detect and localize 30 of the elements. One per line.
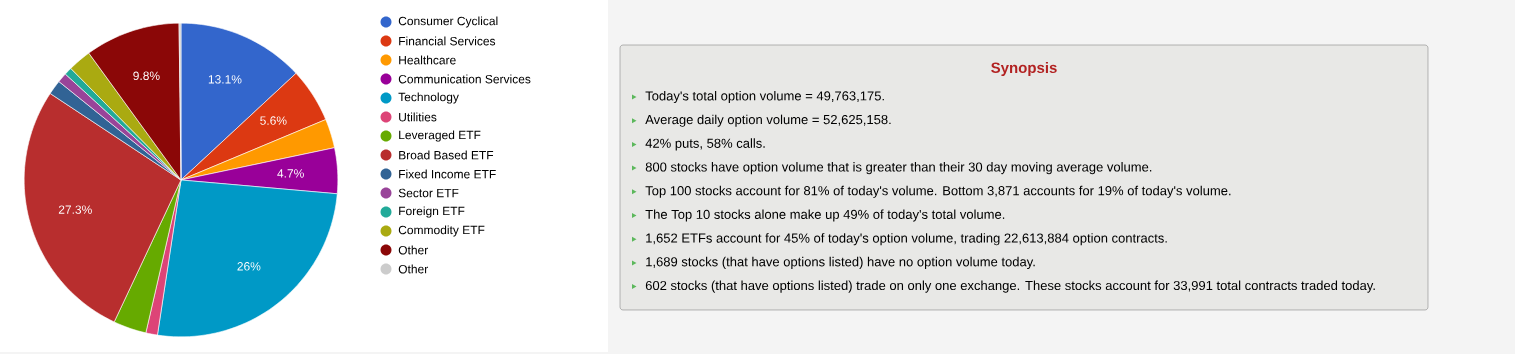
legend-label: Utilities bbox=[399, 112, 437, 122]
data-label: 4.7% bbox=[277, 169, 304, 178]
legend-label: Consumer Cyclical bbox=[398, 16, 498, 28]
legend-label: Other bbox=[398, 264, 429, 274]
legend-label: Healthcare bbox=[399, 55, 456, 65]
data-label: 9.8% bbox=[133, 71, 160, 81]
text: 1,689 stocks (that have options listed) have no option volume today. bbox=[646, 256, 1035, 269]
legend-label: Communication Services bbox=[398, 74, 531, 84]
legend-label: Technology bbox=[398, 92, 459, 104]
legend-label: Sector ETF bbox=[398, 188, 459, 198]
text: Synopsis bbox=[991, 62, 1057, 76]
text: 42% puts, 58% calls. bbox=[645, 138, 765, 151]
text: The Top 10 stocks alone make up 49% of today's total volume. bbox=[645, 209, 1005, 222]
legend-label: Fixed Income ETF bbox=[399, 169, 496, 179]
text: 1,652 ETFs account for 45% of today's option volume, trading 22,613,884 option contracts. bbox=[646, 233, 1167, 246]
legend-label: Commodity ETF bbox=[398, 225, 485, 237]
legend-label: Financial Services bbox=[399, 36, 496, 46]
legend-label: Other bbox=[398, 245, 429, 255]
data-label: 27.3% bbox=[58, 205, 92, 214]
text: 602 stocks (that have options listed) trade on only one exchange. These stocks account for 33,991 total contracts traded today. bbox=[645, 280, 1375, 293]
data-label: 26% bbox=[237, 262, 261, 271]
text: Today's total option volume = 49,763,175. bbox=[645, 90, 884, 104]
legend-label: Leveraged ETF bbox=[399, 130, 481, 142]
legend-label: Foreign ETF bbox=[399, 206, 465, 218]
legend-label: Broad Based ETF bbox=[399, 150, 494, 160]
text: Average daily option volume = 52,625,158. bbox=[645, 114, 891, 127]
data-label: 5.6% bbox=[260, 116, 287, 125]
data-label: 13.1% bbox=[208, 75, 242, 84]
text: 800 stocks have option volume that is greater than their 30 day moving average volume. bbox=[645, 162, 1152, 175]
text: Top 100 stocks account for 81% of today's volume. Bottom 3,871 accounts for 19% of today's volume. bbox=[645, 185, 1231, 198]
